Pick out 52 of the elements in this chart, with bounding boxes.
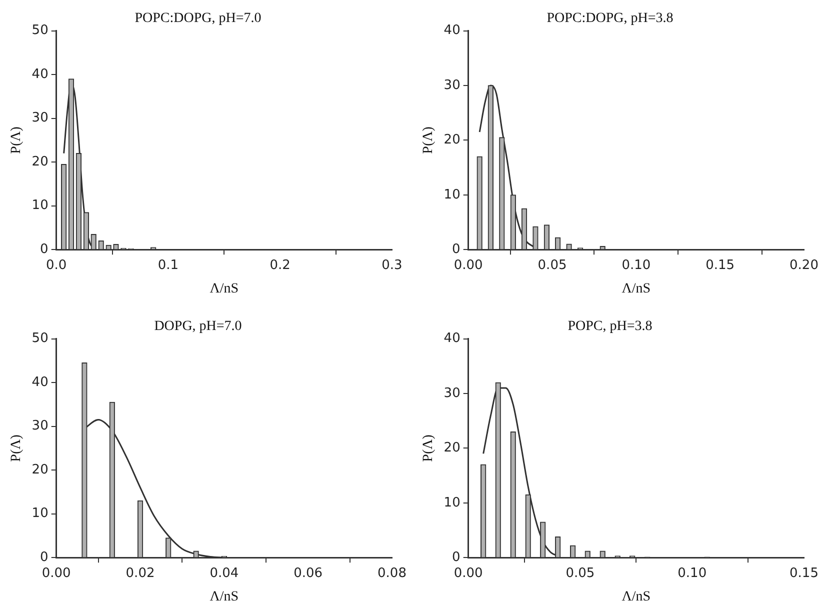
y-tick-label: 30	[444, 386, 460, 401]
y-axis-title: P(Λ)	[421, 434, 436, 462]
y-tick-label: 30	[32, 418, 48, 434]
y-tick-label: 40	[444, 23, 460, 38]
y-tick-label: 20	[444, 440, 460, 456]
x-tick-label: 0.04	[210, 566, 239, 581]
x-axis-title: Λ/nS	[622, 589, 651, 604]
x-tick-label: 0.10	[678, 566, 707, 581]
chart-title: POPC:DOPG, pH=3.8	[546, 11, 674, 26]
x-tick-label: 0.20	[790, 258, 818, 273]
chart-title: POPC, pH=3.8	[568, 319, 652, 334]
y-tick-label: 40	[32, 66, 48, 82]
y-axis-title: P(Λ)	[421, 126, 436, 154]
x-tick-label: 0.00	[454, 258, 483, 273]
y-tick-label: 50	[32, 331, 48, 346]
y-tick-label: 20	[32, 462, 48, 478]
x-tick-label: 0.02	[126, 566, 155, 581]
y-axis-title: P(Λ)	[9, 434, 24, 462]
x-tick-label: 0.05	[538, 258, 567, 273]
x-tick-label: 0.00	[42, 566, 71, 581]
y-tick-label: 0	[452, 550, 460, 565]
x-axis-title: Λ/nS	[210, 589, 239, 604]
x-tick-label: 0.06	[294, 566, 323, 581]
y-axis-title: P(Λ)	[9, 126, 24, 154]
x-tick-label: 0.08	[378, 566, 406, 581]
x-tick-label: 0.15	[706, 258, 735, 273]
y-tick-label: 40	[444, 331, 460, 346]
x-tick-label: 0.15	[790, 566, 818, 581]
x-tick-label: 0.00	[454, 566, 483, 581]
y-tick-label: 20	[32, 154, 48, 170]
x-axis-title: Λ/nS	[622, 281, 651, 296]
x-tick-label: 0.2	[270, 258, 290, 273]
x-tick-label: 0.3	[382, 258, 402, 273]
y-tick-label: 30	[444, 78, 460, 93]
y-tick-label: 0	[40, 550, 48, 565]
y-tick-label: 30	[32, 110, 48, 126]
x-tick-label: 0.05	[566, 566, 595, 581]
y-tick-label: 0	[40, 242, 48, 257]
y-tick-label: 0	[452, 242, 460, 257]
y-tick-label: 50	[32, 23, 48, 38]
y-tick-label: 40	[32, 374, 48, 390]
chart-title: DOPG, pH=7.0	[154, 319, 242, 334]
chart-title: POPC:DOPG, pH=7.0	[134, 11, 262, 26]
x-tick-label: 0.1	[158, 258, 179, 273]
y-tick-label: 10	[444, 495, 460, 510]
x-tick-label: 0.0	[46, 258, 67, 273]
x-tick-label: 0.10	[622, 258, 651, 273]
y-tick-label: 10	[32, 198, 48, 214]
y-tick-label: 10	[32, 506, 48, 522]
y-tick-label: 10	[444, 187, 460, 202]
x-axis-title: Λ/nS	[210, 281, 239, 296]
y-tick-label: 20	[444, 132, 460, 148]
